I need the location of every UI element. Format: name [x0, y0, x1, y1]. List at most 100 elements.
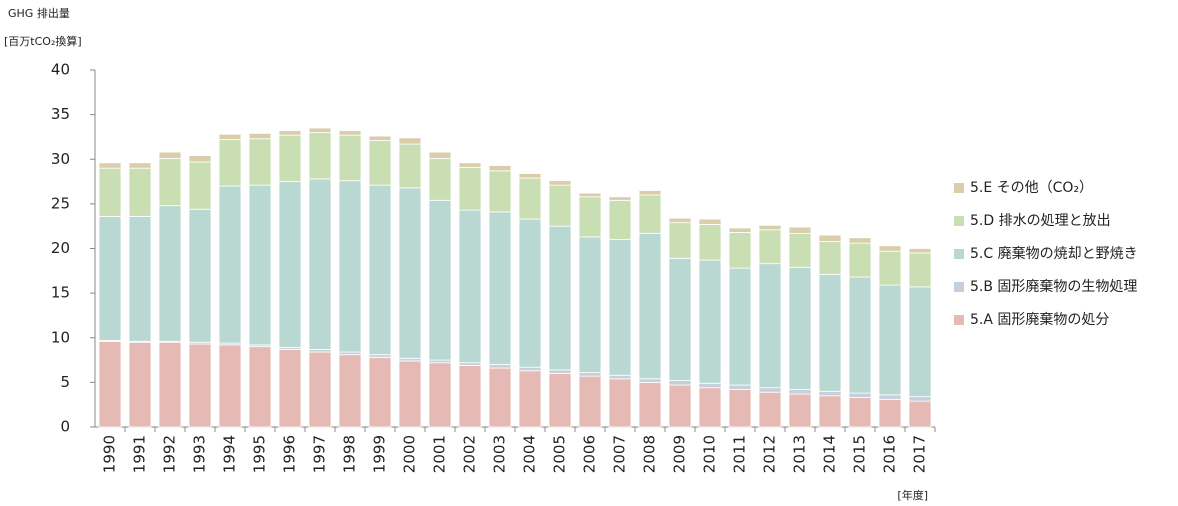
- bar-segment: [248, 184, 272, 346]
- bar-segment: [818, 234, 842, 242]
- bar-segment: [278, 134, 302, 182]
- x-tick-label: 1991: [131, 435, 149, 473]
- bar-segment: [758, 391, 782, 428]
- bar-segment: [368, 135, 392, 141]
- bar-segment: [428, 157, 452, 201]
- bar-segment: [518, 218, 542, 368]
- bar-segment: [488, 367, 512, 428]
- bar-segment: [578, 372, 602, 377]
- bar-segment: [728, 267, 752, 386]
- x-tick-label: 2006: [581, 435, 599, 473]
- bar-segment: [578, 196, 602, 238]
- bar-segment: [908, 252, 932, 288]
- x-tick-label: 2015: [851, 435, 869, 473]
- x-tick-label: 2009: [671, 435, 689, 473]
- chart-title: GHG 排出量: [8, 6, 70, 20]
- bar-segment: [758, 263, 782, 389]
- bar-segment: [428, 199, 452, 361]
- bar-segment: [638, 378, 662, 383]
- bar-segment: [818, 390, 842, 397]
- bar-segment: [818, 395, 842, 428]
- bar-segment: [98, 162, 122, 169]
- bar-segment: [218, 185, 242, 344]
- x-tick-label: 2004: [521, 435, 539, 473]
- y-tick-label: 10: [51, 328, 70, 346]
- bar-segment: [788, 266, 812, 390]
- x-tick-label: 1996: [281, 435, 299, 473]
- x-tick-label: 2007: [611, 435, 629, 473]
- x-tick-label: 2010: [701, 435, 719, 473]
- bar-segment: [758, 229, 782, 265]
- bar-segment: [398, 143, 422, 189]
- x-tick-label: 2001: [431, 435, 449, 473]
- bar-segment: [158, 151, 182, 159]
- bar-segment: [668, 257, 692, 381]
- bar-segment: [278, 181, 302, 348]
- x-tick-label: 1994: [221, 435, 239, 473]
- x-tick-label: 2005: [551, 435, 569, 473]
- bar-segment: [158, 205, 182, 342]
- bar-segment: [278, 348, 302, 428]
- bar-segment: [308, 178, 332, 350]
- legend-label: 5.D 排水の処理と放出: [970, 213, 1111, 229]
- bar-segment: [338, 130, 362, 136]
- bar-segment: [188, 161, 212, 210]
- y-tick-label: 5: [60, 373, 70, 391]
- legend-label: 5.C 廃棄物の焼却と野焼き: [970, 245, 1138, 262]
- x-tick-label: 2013: [791, 435, 809, 473]
- bar-segment: [428, 359, 452, 364]
- bar-segment: [458, 365, 482, 428]
- bar-segment: [518, 366, 542, 372]
- bar-segment: [188, 208, 212, 343]
- x-tick-label: 2008: [641, 435, 659, 473]
- bar-segment: [338, 354, 362, 428]
- bar-segment: [878, 250, 902, 286]
- bar-segment: [368, 184, 392, 356]
- bar-segment: [788, 226, 812, 234]
- bar-segment: [668, 217, 692, 224]
- bar-segment: [98, 340, 122, 428]
- x-tick-label: 2011: [731, 435, 749, 473]
- bar-segment: [548, 369, 572, 374]
- bar-segment: [548, 225, 572, 371]
- bar-segment: [158, 341, 182, 428]
- y-tick-label: 25: [51, 194, 70, 212]
- bar-segment: [188, 155, 212, 163]
- bar-segment: [278, 130, 302, 136]
- bar-segment: [218, 133, 242, 141]
- bar-segment: [668, 384, 692, 428]
- bar-segment: [848, 276, 872, 394]
- x-tick-label: 1998: [341, 435, 359, 473]
- bar-segment: [818, 273, 842, 392]
- bar-segment: [428, 151, 452, 159]
- bar-segment: [848, 242, 872, 278]
- bar-segment: [98, 215, 122, 341]
- bar-segment: [398, 187, 422, 359]
- bar-segment: [368, 356, 392, 428]
- bar-segment: [878, 284, 902, 396]
- bar-segment: [728, 232, 752, 269]
- y-tick-label: 20: [51, 239, 70, 257]
- bar-segment: [308, 351, 332, 428]
- bar-segment: [548, 373, 572, 428]
- bar-segment: [458, 362, 482, 366]
- bar-segment: [248, 132, 272, 140]
- bar-segment: [698, 387, 722, 428]
- y-tick-label: 40: [51, 61, 70, 79]
- bar-segment: [338, 180, 362, 353]
- x-tick-label: 1997: [311, 435, 329, 473]
- bar-segment: [878, 394, 902, 400]
- bar-segment: [548, 184, 572, 227]
- bar-segment: [548, 180, 572, 186]
- bar-segment: [638, 232, 662, 380]
- x-tick-label: 2012: [761, 435, 779, 473]
- bar-segment: [668, 380, 692, 386]
- bar-segment: [698, 218, 722, 225]
- bar-segment: [98, 167, 122, 217]
- bar-segment: [848, 237, 872, 244]
- bar-segment: [638, 194, 662, 234]
- bar-segment: [578, 192, 602, 198]
- bar-segment: [398, 360, 422, 428]
- bar-segment: [308, 127, 332, 133]
